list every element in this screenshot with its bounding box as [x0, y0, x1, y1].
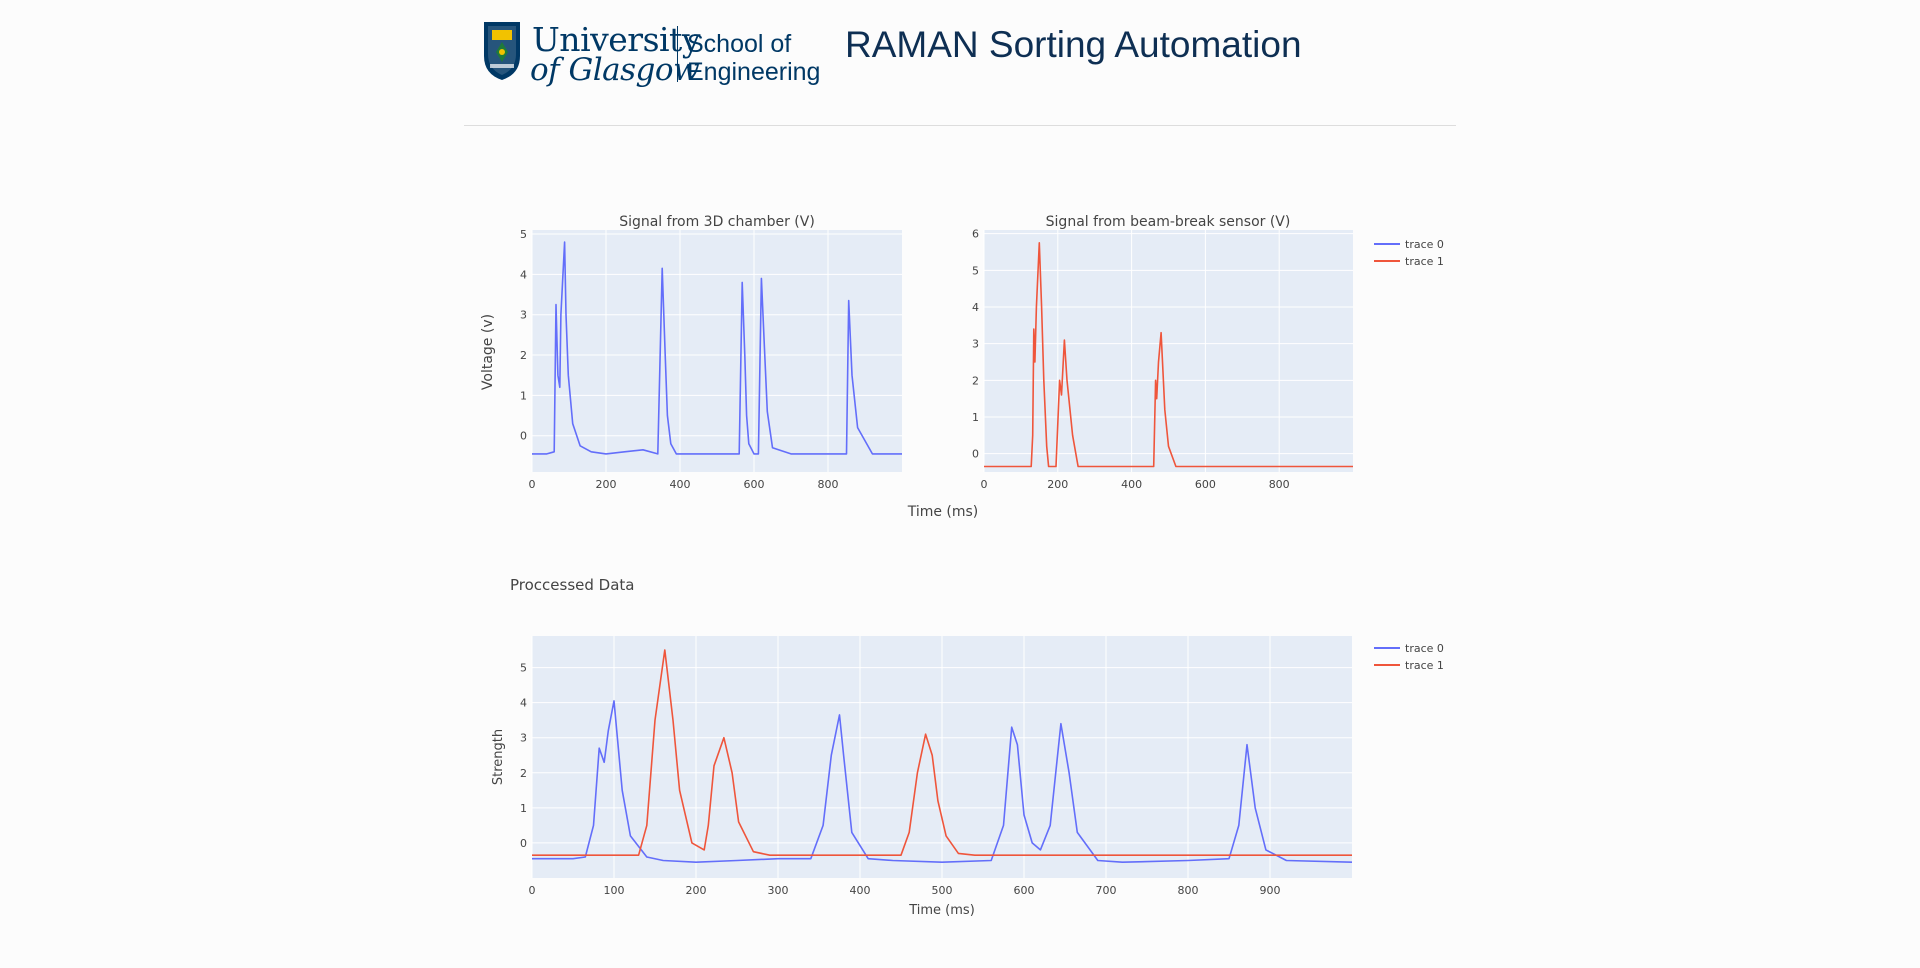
university-crest-icon	[484, 22, 520, 80]
series-line-processed-trace-1[interactable]	[532, 649, 1352, 857]
logo-university-text: University	[532, 20, 700, 59]
x-tick-label-processed-5: 500	[932, 884, 953, 897]
header-divider	[464, 125, 1456, 126]
y-tick-label-beam-4: 4	[972, 301, 979, 314]
university-logo: University of Glasgow School of Engineer…	[482, 20, 842, 96]
x-tick-label-raw3d-1: 200	[596, 478, 617, 491]
x-tick-label-processed-1: 100	[604, 884, 625, 897]
x-tick-label-beam-2: 400	[1121, 478, 1142, 491]
y-tick-label-raw3d-4: 4	[520, 268, 527, 281]
legend-top-label-trace-1[interactable]: trace 1	[1405, 255, 1444, 268]
series-processed	[532, 649, 1353, 864]
chart-title-raw-3d: Signal from 3D chamber (V)	[619, 214, 815, 230]
y-tick-label-raw3d-2: 2	[520, 349, 527, 362]
legend-top-label-trace-0[interactable]: trace 0	[1405, 238, 1444, 251]
logo-engineering-text: Engineering	[687, 58, 821, 86]
y-tick-label-beam-1: 1	[972, 411, 979, 424]
y-tick-label-processed-2: 2	[520, 767, 527, 780]
x-tick-label-raw3d-3: 600	[744, 478, 765, 491]
x-tick-label-processed-3: 300	[768, 884, 789, 897]
x-tick-label-processed-4: 400	[850, 884, 871, 897]
y-tick-label-raw3d-3: 3	[520, 309, 527, 322]
y-tick-label-raw3d-1: 1	[520, 389, 527, 402]
x-ticks-beam-break: 0 200 400 600 800	[981, 478, 1290, 491]
x-ticks-processed: 0 100 200 300 400 500 600 700 800 900	[529, 884, 1281, 897]
series-line-beam-trace-1[interactable]	[984, 242, 1353, 468]
y-axis-label-raw-3d: Voltage (v)	[480, 314, 496, 390]
y-ticks-raw-3d: 0 1 2 3 4 5	[520, 228, 527, 443]
y-ticks-beam-break: 0 1 2 3 4 5 6	[972, 228, 979, 461]
page-title: RAMAN Sorting Automation	[845, 24, 1302, 65]
x-tick-label-raw3d-0: 0	[529, 478, 536, 491]
x-tick-label-beam-0: 0	[981, 478, 988, 491]
grid-beam-break	[983, 230, 1353, 472]
legend-bottom[interactable]: trace 0 trace 1	[1374, 642, 1444, 672]
chart-processed: Proccessed Data 0 1 2 3 4 5 0 100 200 300 400 500 6…	[491, 576, 1353, 918]
logo-divider	[677, 26, 678, 82]
x-tick-label-beam-3: 600	[1195, 478, 1216, 491]
series-beam-break	[984, 242, 1353, 468]
y-tick-label-beam-5: 5	[972, 264, 979, 277]
chart-beam-break: 0 1 2 3 4 5 6 0 200 400 600 800 Signal from beam-b…	[972, 214, 1353, 491]
y-axis-label-processed: Strength	[491, 729, 506, 785]
y-tick-label-processed-5: 5	[520, 662, 527, 675]
y-tick-label-beam-0: 0	[972, 448, 979, 461]
legend-top[interactable]: trace 0 trace 1	[1374, 238, 1444, 268]
x-tick-label-processed-8: 800	[1178, 884, 1199, 897]
y-tick-label-beam-3: 3	[972, 338, 979, 351]
x-tick-label-raw3d-4: 800	[818, 478, 839, 491]
series-line-processed-trace-0[interactable]	[532, 700, 1353, 864]
legend-bottom-label-trace-0[interactable]: trace 0	[1405, 642, 1444, 655]
legend-bottom-label-trace-1[interactable]: trace 1	[1405, 659, 1444, 672]
x-tick-label-processed-2: 200	[686, 884, 707, 897]
chart-title-processed: Proccessed Data	[510, 576, 634, 594]
logo-glasgow-text: of Glasgow	[530, 52, 700, 88]
plot-area-raw-3d[interactable]	[532, 230, 902, 472]
y-tick-label-processed-3: 3	[520, 732, 527, 745]
x-ticks-raw-3d: 0 200 400 600 800	[529, 478, 839, 491]
y-tick-label-processed-1: 1	[520, 802, 527, 815]
header: University of Glasgow School of Engineer…	[482, 14, 1392, 110]
x-tick-label-raw3d-2: 400	[670, 478, 691, 491]
x-tick-label-processed-0: 0	[529, 884, 536, 897]
x-axis-label-processed: Time (ms)	[908, 903, 975, 918]
x-tick-label-processed-7: 700	[1096, 884, 1117, 897]
x-tick-label-processed-9: 900	[1260, 884, 1281, 897]
chart-raw-3d: 0 1 2 3 4 5 0 200 400 600 800 Signal from 3D cham…	[480, 214, 902, 491]
y-tick-label-processed-0: 0	[520, 837, 527, 850]
y-ticks-processed: 0 1 2 3 4 5	[520, 662, 527, 850]
y-tick-label-raw3d-5: 5	[520, 228, 527, 241]
series-raw-3d	[532, 241, 902, 455]
x-axis-label-top: Time (ms)	[907, 504, 979, 520]
logo-school-text: School of	[687, 30, 792, 58]
series-line-raw3d-trace-0[interactable]	[532, 241, 902, 455]
grid-processed	[531, 636, 1352, 878]
x-tick-label-processed-6: 600	[1014, 884, 1035, 897]
x-tick-label-beam-4: 800	[1269, 478, 1290, 491]
chart-title-beam-break: Signal from beam-break sensor (V)	[1046, 214, 1291, 230]
y-tick-label-processed-4: 4	[520, 697, 527, 710]
y-tick-label-beam-6: 6	[972, 228, 979, 241]
grid-raw-3d	[531, 230, 902, 472]
y-tick-label-beam-2: 2	[972, 374, 979, 387]
y-tick-label-raw3d-0: 0	[520, 430, 527, 443]
x-tick-label-beam-1: 200	[1047, 478, 1068, 491]
